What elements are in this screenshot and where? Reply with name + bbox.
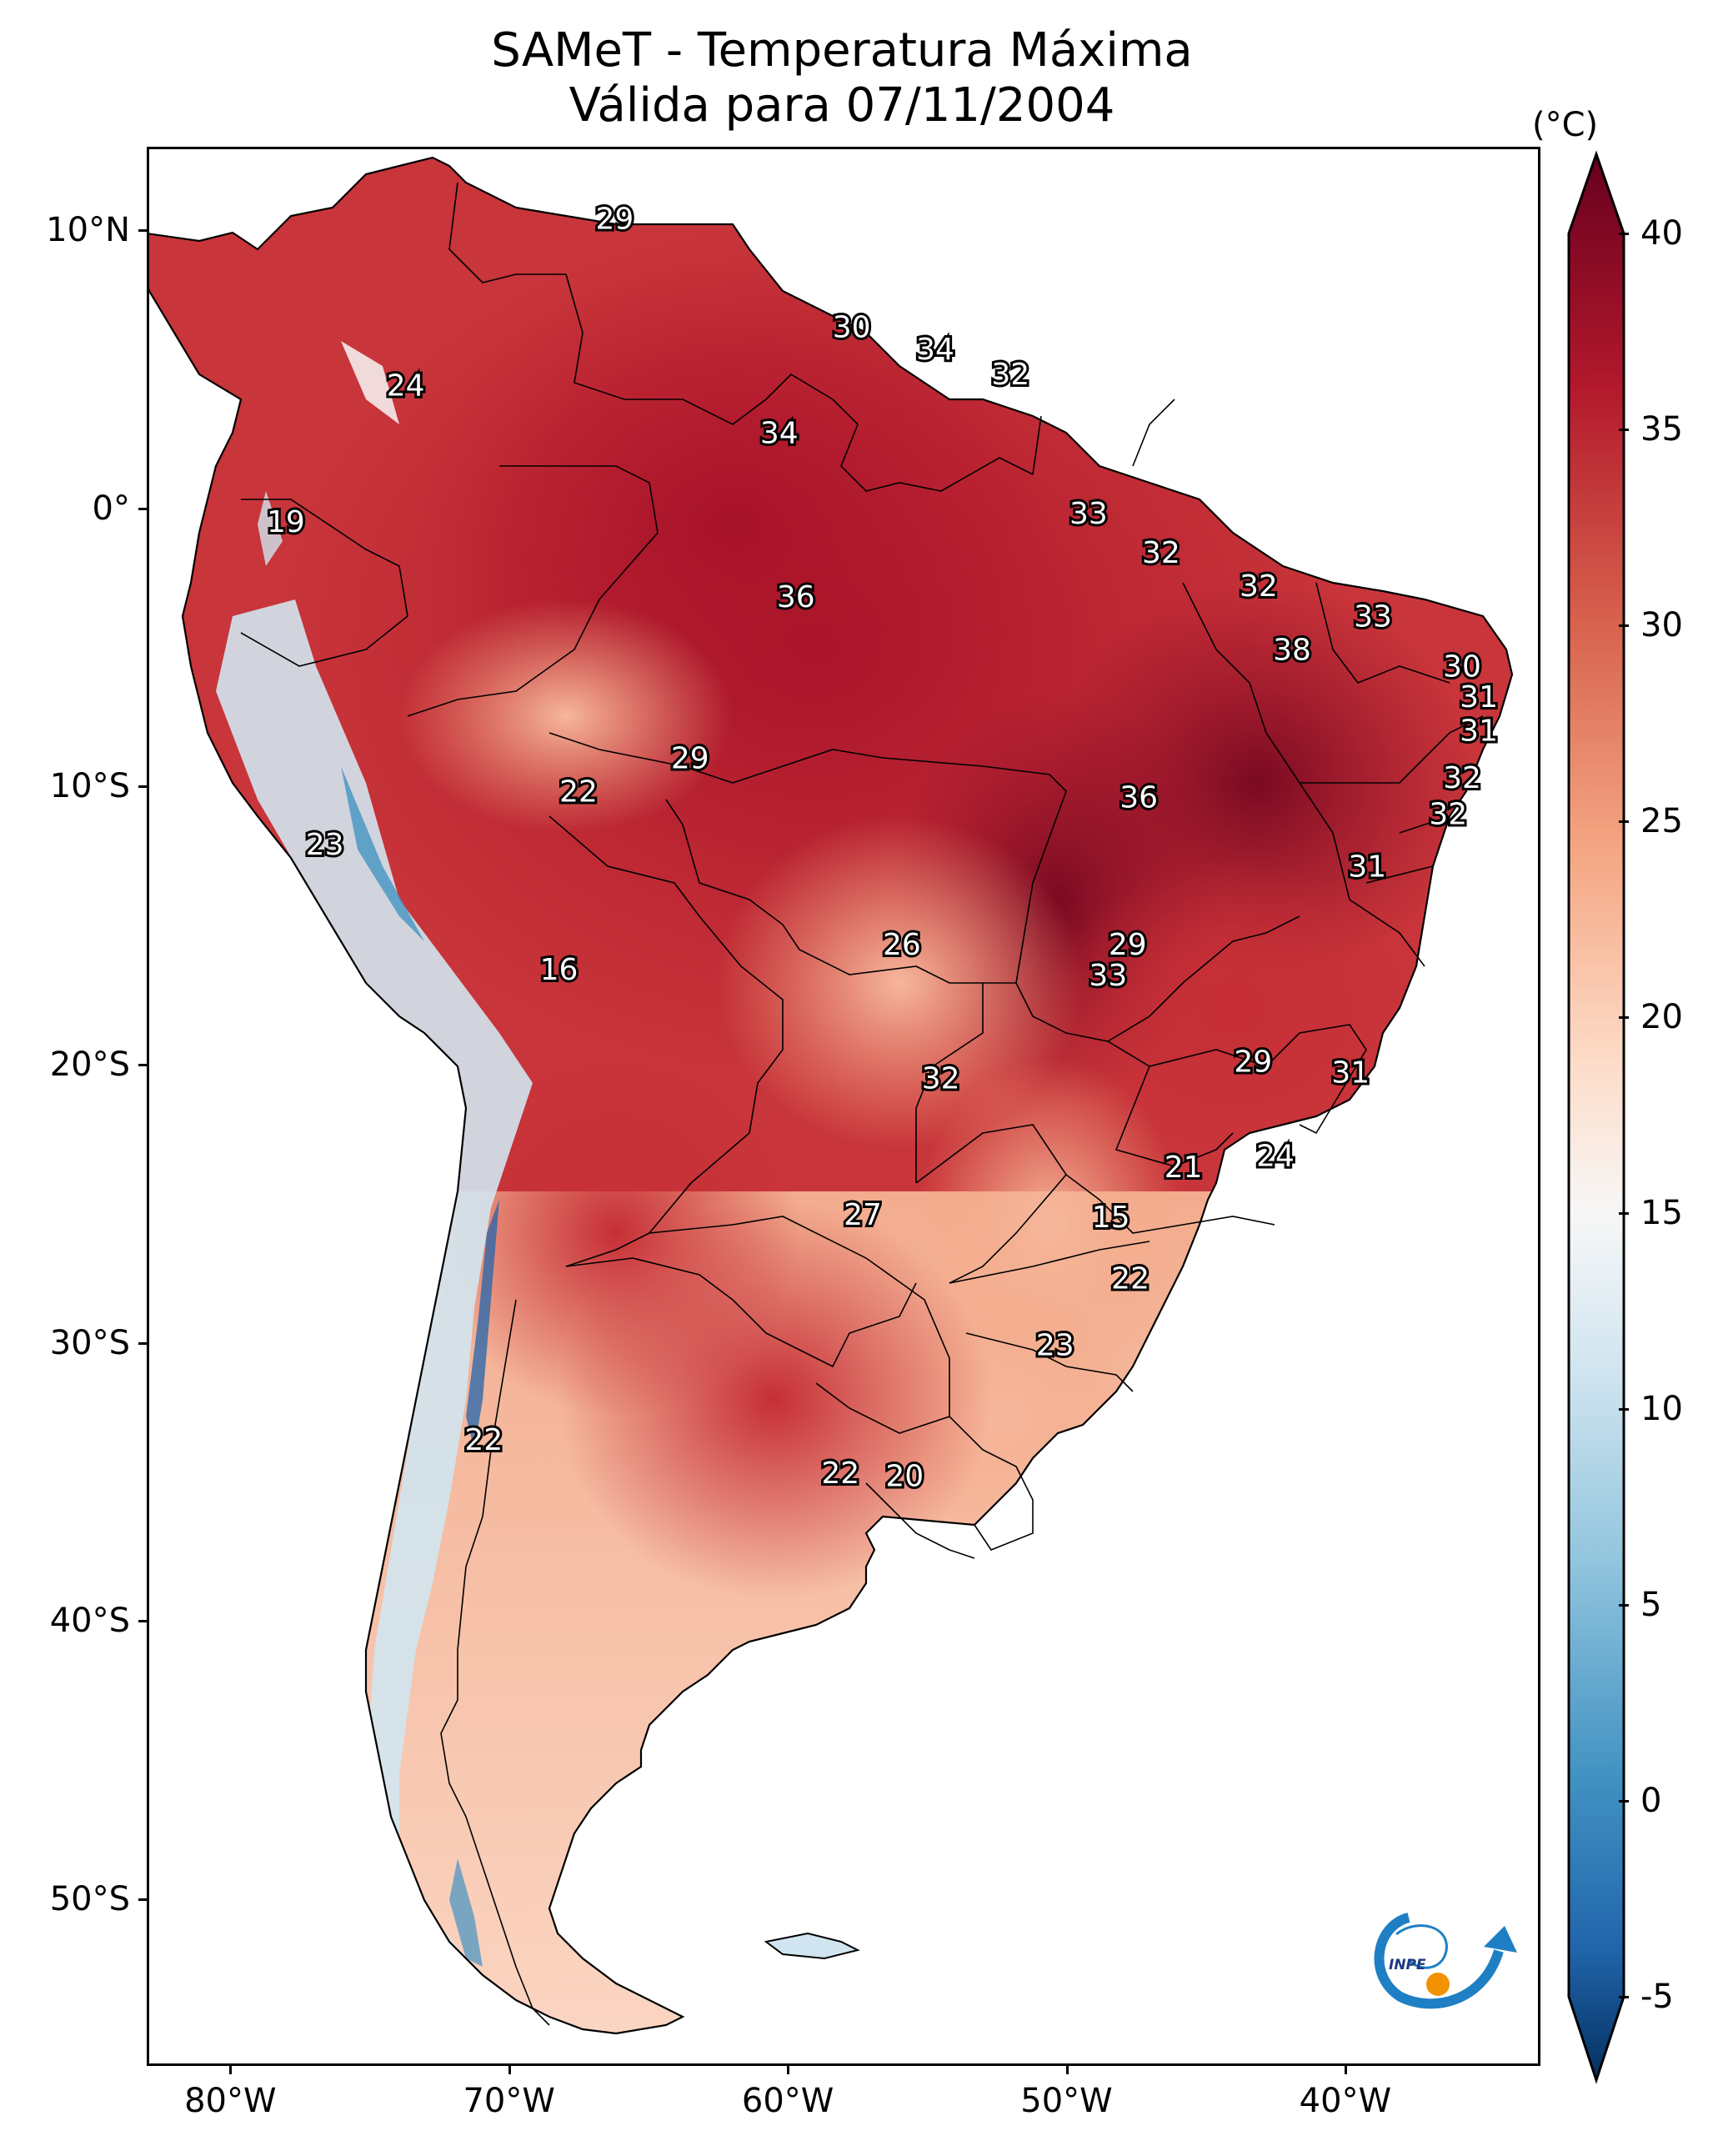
lat-tick-label: 50°S [49,1879,130,1918]
lon-tick-label: 70°W [463,2082,555,2120]
temperature-label: 32 [991,358,1029,392]
lon-tick-mark [1065,2066,1069,2074]
lat-tick-label: 20°S [49,1045,130,1084]
logo-planet-icon [1426,1973,1450,1996]
lat-tick-label: 10°N [46,211,130,250]
temperature-label: 30 [1443,650,1481,684]
lon-tick-mark [508,2066,511,2074]
temperature-label: 33 [1354,599,1392,634]
temperature-label: 24 [1256,1140,1295,1174]
colorbar-tick-mark [1619,1016,1629,1019]
lon-tick-label: 60°W [741,2082,834,2120]
temperature-label: 21 [1165,1151,1203,1185]
temperature-label: 31 [1460,680,1498,714]
temperature-label: 15 [1092,1201,1130,1235]
inpe-logo: INPE [1374,1913,1517,2009]
temperature-label: 29 [1109,928,1147,962]
temperature-label: 31 [1331,1056,1370,1091]
colorbar-tick-mark [1619,429,1629,431]
temperature-label: 32 [1240,569,1278,604]
falkland-islands [764,1932,860,1960]
temperature-label: 36 [777,580,815,614]
title-line-1: SAMeT - Temperatura Máxima [491,23,1193,78]
colorbar-tick-mark [1619,820,1629,823]
colorbar-tick-label: 30 [1640,606,1683,644]
lat-tick-mark [138,229,147,233]
temperature-label: 23 [306,828,344,862]
temperature-label: 32 [922,1061,960,1096]
temperature-label: 27 [844,1198,882,1232]
colorbar [1567,150,1625,2084]
map-panel: 29 30 34 32 24 34 33 19 32 32 36 33 38 30 31 31 29 32 22 36… [147,147,1540,2066]
logo-text: INPE [1389,1957,1426,1973]
colorbar-unit: (°C) [1532,106,1599,144]
temperature-label: 22 [821,1457,859,1491]
colorbar-tick-mark [1619,1800,1629,1803]
colorbar-tick-mark [1619,233,1629,235]
lat-tick-label: 10°S [49,767,130,806]
lat-tick-mark [138,1063,147,1066]
temperature-label: 33 [1069,497,1108,531]
temperature-label: 32 [1443,761,1481,795]
map-title: SAMeT - Temperatura Máxima Válida para 0… [0,23,1684,133]
colorbar-tick-label: 5 [1640,1586,1662,1624]
temperature-label: 29 [1234,1045,1272,1079]
lat-tick-mark [138,1898,147,1901]
temperature-label: 32 [1142,536,1180,570]
lon-tick-label: 40°W [1299,2082,1392,2120]
temperature-label: 30 [833,311,871,345]
lon-tick-label: 80°W [184,2082,277,2120]
colorbar-tick-mark [1619,1408,1629,1411]
lon-tick-mark [787,2066,790,2074]
logo-orbit [1395,1924,1448,1969]
temperature-label: 33 [1089,959,1127,993]
lat-tick-mark [138,507,147,510]
lat-tick-label: 0° [92,489,130,528]
temperature-label: 26 [883,928,921,962]
lat-tick-mark [138,1620,147,1623]
temperature-label: 32 [1429,797,1467,831]
colorbar-tick-label: 20 [1640,998,1683,1036]
temperature-label: 34 [916,333,954,367]
logo-swoosh [1374,1913,1504,2009]
temperature-label: 24 [387,369,425,404]
temperature-label: 29 [596,202,634,236]
colorbar-tick-label: 25 [1640,802,1683,840]
colorbar-tick-label: 15 [1640,1194,1683,1232]
temperature-label: 22 [559,775,598,810]
temperature-label: 22 [1111,1262,1150,1296]
temperature-label: 22 [464,1423,503,1457]
lat-tick-label: 40°S [49,1602,130,1641]
lon-tick-label: 50°W [1020,2082,1113,2120]
temperature-label: 36 [1119,780,1158,815]
temperature-label: 31 [1348,850,1386,885]
temperature-label: 20 [885,1459,924,1493]
lat-tick-mark [138,785,147,789]
colorbar-tick-mark [1619,1604,1629,1607]
colorbar-tick-label: -5 [1640,1978,1674,2016]
temperature-label: 34 [760,416,799,450]
title-line-2: Válida para 07/11/2004 [568,78,1115,133]
colorbar-tick-mark [1619,1212,1629,1215]
temperature-label: 16 [540,953,579,987]
temperature-label: 29 [671,742,709,776]
temperature-label: 19 [267,505,305,539]
colorbar-tick-label: 0 [1640,1782,1662,1820]
temperature-label: 31 [1460,714,1498,748]
lon-tick-mark [1344,2066,1347,2074]
country-borders [240,182,1484,2026]
colorbar-tick-label: 10 [1640,1390,1683,1428]
colorbar-tick-label: 35 [1640,410,1683,449]
temperature-label: 38 [1273,634,1311,668]
lat-tick-mark [138,1341,147,1345]
temperature-label: 23 [1036,1329,1074,1363]
lat-tick-label: 30°S [49,1323,130,1362]
logo-arrow-icon [1484,1926,1517,1953]
colorbar-tick-mark [1619,1996,1629,1998]
colorbar-tick-label: 40 [1640,214,1683,253]
colorbar-tick-mark [1619,624,1629,627]
lon-tick-mark [229,2066,233,2074]
